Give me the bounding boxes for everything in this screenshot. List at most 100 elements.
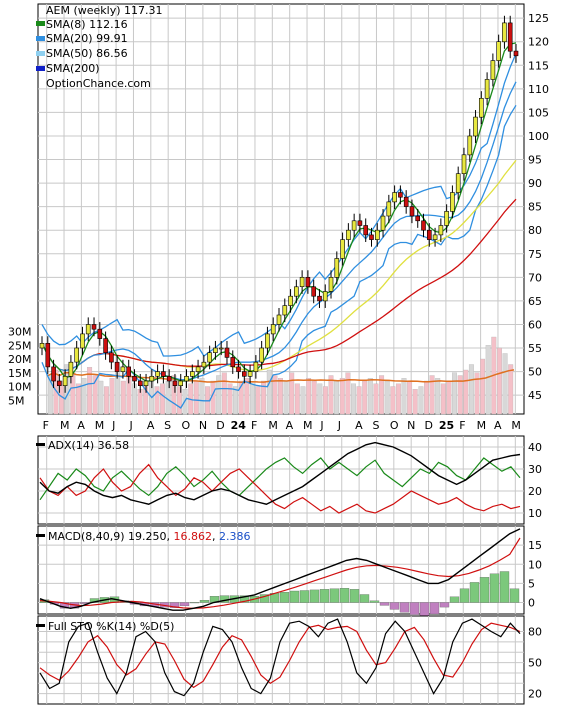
volume-bar bbox=[278, 378, 283, 415]
candle-body bbox=[172, 380, 178, 386]
volume-tick-label: 10M bbox=[8, 381, 32, 394]
volume-bar bbox=[120, 380, 126, 415]
macd-histogram-bar bbox=[199, 600, 210, 603]
candle-body bbox=[288, 295, 293, 306]
volume-bar bbox=[244, 378, 250, 415]
volume-bar bbox=[115, 372, 121, 415]
x-tick-label: S bbox=[372, 419, 379, 432]
macd-histogram-bar bbox=[59, 602, 70, 609]
volume-bar bbox=[356, 386, 362, 415]
candle-body bbox=[62, 375, 68, 386]
candle-body bbox=[253, 361, 259, 372]
macd-histogram-bar bbox=[409, 602, 420, 615]
candle-body bbox=[224, 347, 230, 358]
x-tick-label: O bbox=[182, 419, 191, 432]
macd-histogram-bar bbox=[469, 582, 480, 603]
volume-bar bbox=[401, 378, 407, 415]
legend-swatch-sma50 bbox=[36, 51, 45, 56]
volume-bar bbox=[452, 372, 457, 415]
candle-body bbox=[351, 220, 357, 231]
volume-moving-average bbox=[47, 369, 515, 383]
price-tick-label: 45 bbox=[528, 389, 542, 402]
macd-histogram-bar bbox=[489, 573, 500, 603]
candle-body bbox=[496, 41, 502, 61]
macd-histogram-bar bbox=[379, 602, 390, 606]
candle-body bbox=[426, 229, 432, 240]
macd-histogram-bar bbox=[299, 590, 310, 603]
candle-body bbox=[74, 347, 79, 363]
price-tick-label: 120 bbox=[528, 36, 549, 49]
adx-tick-label: 30 bbox=[528, 463, 542, 476]
candle-body bbox=[166, 375, 172, 382]
candle-body bbox=[438, 225, 444, 236]
candle-body bbox=[461, 154, 467, 175]
volume-bar bbox=[322, 386, 328, 415]
macd-histogram-bar bbox=[449, 596, 460, 603]
volume-bar bbox=[171, 375, 177, 415]
stochastic-tick-label: 20 bbox=[528, 688, 542, 701]
candle-body bbox=[507, 22, 513, 52]
candle-body bbox=[484, 79, 490, 99]
volume-bar bbox=[497, 347, 502, 415]
macd-tick-label: 15 bbox=[528, 539, 542, 552]
stochastic-panel: 20 50 80 Full STO %K(14) %D(5) bbox=[36, 615, 542, 705]
volume-bar bbox=[334, 380, 340, 415]
sma200-line bbox=[41, 198, 517, 372]
volume-bar bbox=[165, 380, 171, 415]
x-tick-label: F bbox=[43, 419, 49, 432]
candle-body bbox=[236, 366, 241, 372]
macd-histogram-bar bbox=[349, 589, 360, 603]
macd-histogram-bar bbox=[429, 602, 440, 615]
candle-body bbox=[444, 211, 449, 226]
candle-body bbox=[299, 276, 305, 287]
candle-body bbox=[126, 366, 131, 377]
volume-bar bbox=[446, 380, 452, 415]
price-tick-label: 50 bbox=[528, 366, 542, 379]
volume-bar bbox=[502, 353, 508, 415]
x-tick-label: M bbox=[268, 419, 278, 432]
volume-bar bbox=[98, 380, 104, 415]
candle-body bbox=[421, 220, 426, 231]
macd-axis-ticks: 0 5 10 15 bbox=[528, 539, 542, 609]
macd-hist-value: 2.386 bbox=[219, 530, 251, 543]
macd-histogram-bar bbox=[189, 602, 200, 604]
price-tick-label: 75 bbox=[528, 248, 542, 261]
stochastic-tick-label: 80 bbox=[528, 626, 542, 639]
candle-body bbox=[346, 229, 351, 240]
volume-bar bbox=[238, 380, 244, 415]
volume-bar bbox=[485, 345, 491, 415]
legend-swatch-sma20 bbox=[36, 36, 45, 41]
volume-bar bbox=[367, 378, 373, 415]
stochastic-k-line bbox=[39, 618, 521, 697]
price-axis-ticks: 45 50 55 60 65 70 75 80 85 90 95 100 105 110 115 120 125 bbox=[528, 12, 549, 402]
candle-body bbox=[328, 276, 334, 292]
price-panel: 45 50 55 60 65 70 75 80 85 90 95 100 105 110 115 120 125… bbox=[8, 3, 549, 432]
volume-bar bbox=[317, 383, 323, 415]
sma20-line bbox=[41, 81, 517, 381]
volume-bar bbox=[463, 369, 469, 415]
price-tick-label: 85 bbox=[528, 201, 542, 214]
macd-tick-label: 5 bbox=[528, 577, 535, 590]
price-tick-label: 95 bbox=[528, 154, 542, 167]
candle-body bbox=[432, 234, 438, 240]
candle-body bbox=[276, 314, 282, 325]
adx-tick-label: 10 bbox=[528, 507, 542, 520]
legend-label-sma200: SMA(200) bbox=[46, 62, 100, 75]
legend-sma8: SMA(8) 112.16 bbox=[36, 18, 128, 31]
macd-histogram-bar bbox=[499, 571, 510, 603]
volume-bar bbox=[199, 378, 205, 415]
volume-bar bbox=[373, 383, 379, 415]
price-tick-label: 60 bbox=[528, 318, 542, 331]
candle-body bbox=[195, 366, 201, 372]
volume-tick-label: 25M bbox=[8, 339, 32, 352]
adx-title: ADX(14) 36.58 bbox=[48, 439, 129, 452]
price-tick-label: 105 bbox=[528, 106, 549, 119]
candle-body bbox=[178, 380, 183, 386]
legend-sma200: SMA(200) bbox=[36, 62, 100, 75]
candle-body bbox=[259, 347, 265, 363]
candle-body bbox=[56, 380, 62, 386]
volume-bar bbox=[75, 383, 81, 415]
x-tick-label: J bbox=[319, 419, 323, 432]
candle-body bbox=[120, 366, 126, 372]
macd-signal-value: 16.862 bbox=[174, 530, 213, 543]
